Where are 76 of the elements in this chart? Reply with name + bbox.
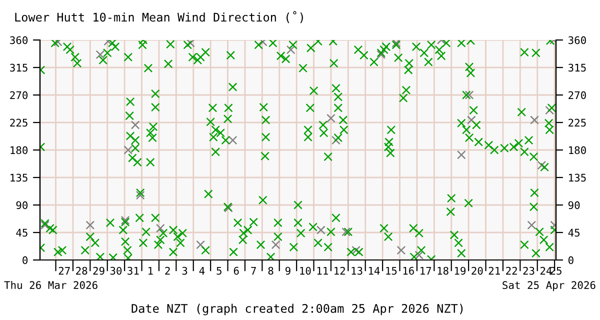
x-tick-label: 13: [352, 266, 362, 275]
y-tick-label: 135: [10, 174, 28, 182]
point: [136, 190, 145, 200]
x-tick-label: 6: [234, 266, 239, 275]
x-tick-label: 20: [472, 266, 483, 275]
y2-tick-label: 225: [568, 118, 586, 127]
x-tick-label: 12: [334, 266, 345, 275]
y2-tick-label: 0: [568, 256, 574, 264]
x-tick-label: 24: [540, 266, 552, 275]
y2-tick-label: 90: [568, 201, 580, 210]
x-tick-label: 8: [268, 266, 274, 275]
point: [196, 240, 205, 250]
x-tick-label: 1: [148, 266, 153, 275]
y2-tick-label: 45: [568, 228, 580, 237]
point: [352, 246, 360, 255]
x-tick-label: 10: [300, 266, 311, 275]
x-tick-label: 27: [58, 266, 70, 275]
y-tick-label: 315: [10, 64, 28, 72]
point: [467, 116, 476, 124]
y-tick-label: 360: [10, 36, 28, 44]
x-tick-label: 31: [128, 266, 139, 275]
x-tick-label: 4: [199, 266, 205, 275]
text: Thu 26 Mar 2026: [4, 280, 98, 290]
point: [396, 246, 406, 255]
y-tick-label: 0: [22, 256, 28, 264]
x-tick-label: 15: [386, 266, 397, 275]
y2-tick-label: 315: [568, 64, 586, 72]
x-tick-label: 9: [285, 266, 290, 275]
point: [186, 40, 195, 48]
x-tick-label: 17: [420, 266, 432, 275]
point: [332, 136, 340, 145]
point: [228, 136, 238, 145]
point: [156, 224, 165, 233]
point: [414, 250, 424, 260]
x-axis-title: Date NZT (graph created 2:00am 25 Apr 2026 NZT): [132, 304, 463, 316]
y2-tick-label: 270: [568, 91, 586, 100]
y-tick-label: 90: [16, 201, 28, 210]
point: [537, 160, 546, 170]
y2-tick-label: 180: [569, 146, 586, 154]
point: [286, 45, 296, 54]
x-tick-label: 14: [368, 266, 380, 275]
x-tick-label: 5: [216, 266, 222, 275]
point: [124, 146, 133, 154]
point: [545, 106, 554, 115]
x-tick-label: 30: [110, 266, 122, 275]
x-tick-label: 23: [523, 266, 534, 275]
point: [130, 120, 140, 130]
x-tick-label: 22: [506, 266, 517, 275]
point: [456, 150, 466, 160]
point: [316, 226, 326, 234]
x-tick-label: 29: [93, 266, 104, 275]
x-tick-label: 21: [488, 266, 500, 275]
point: [464, 90, 474, 100]
y2-tick-label: 360: [568, 36, 586, 44]
y-tick-label: 180: [10, 146, 28, 154]
x-tick-label: 2: [165, 266, 170, 275]
point: [86, 220, 95, 230]
y2-tick-label: 135: [569, 174, 586, 182]
x-tick-label: 7: [251, 266, 256, 275]
x-tick-label: 3: [182, 266, 188, 275]
point: [96, 50, 105, 60]
y-tick-label: 45: [16, 228, 28, 237]
point: [326, 114, 336, 123]
x-tick-label: 28: [76, 266, 88, 275]
point: [271, 240, 280, 250]
x-tick-label: 11: [317, 266, 328, 275]
chart-title: Lower Hutt 10-min Mean Wind Direction (˚): [15, 11, 303, 24]
point: [530, 116, 539, 124]
x-tick-label: 16: [403, 266, 414, 275]
y-tick-label: 225: [10, 118, 28, 127]
x-tick-label: 18: [438, 266, 448, 275]
y-tick-label: 270: [10, 91, 28, 100]
point: [342, 227, 350, 236]
text: Sat 25 Apr 2026: [502, 281, 596, 292]
x-tick-label: 19: [454, 266, 466, 275]
point: [527, 220, 536, 230]
